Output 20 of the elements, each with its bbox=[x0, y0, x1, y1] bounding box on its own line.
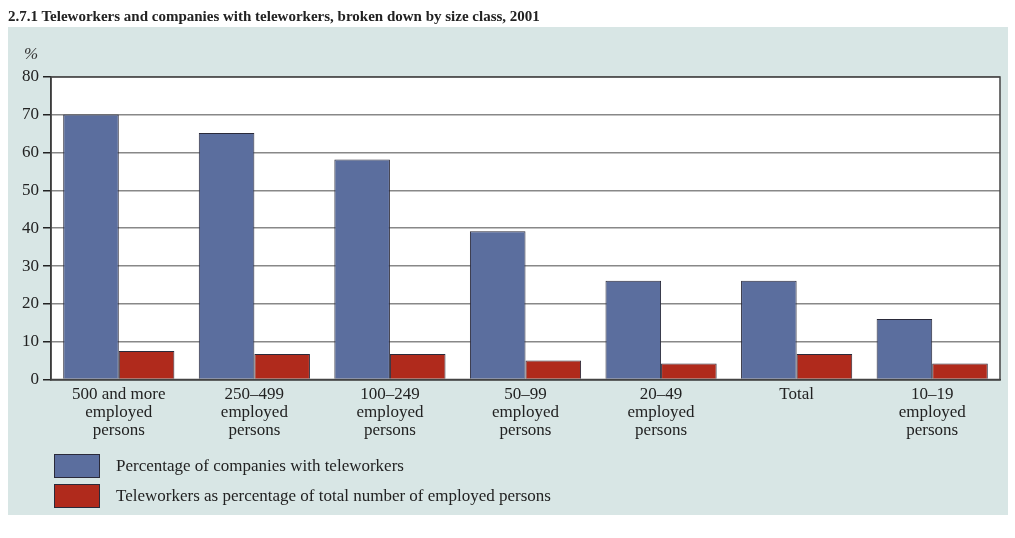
y-tick-label: 70 bbox=[22, 104, 39, 124]
x-tick-label: 250–499 employed persons bbox=[220, 383, 289, 439]
y-tick-label: 30 bbox=[22, 255, 39, 275]
x-tick-label: 50–99 employed persons bbox=[491, 383, 560, 439]
y-axis-title: % bbox=[23, 43, 39, 63]
y-tick-label: 40 bbox=[22, 217, 39, 237]
legend-label: Teleworkers as percentage of total number of employed persons bbox=[116, 486, 551, 506]
x-tick-label: 10–19 employed persons bbox=[898, 383, 967, 439]
chart-title: 2.7.1 Teleworkers and companies with teleworkers, broken down by size class, 2001 bbox=[8, 8, 541, 25]
x-tick-label: 500 and more employed persons bbox=[72, 383, 166, 439]
y-tick-label: 60 bbox=[22, 142, 39, 162]
legend-label: Percentage of companies with teleworkers bbox=[116, 456, 404, 476]
x-tick-label: 100–249 employed persons bbox=[356, 383, 424, 439]
y-tick-label: 0 bbox=[30, 368, 39, 388]
x-tick-label: 20–49 employed persons bbox=[627, 383, 696, 439]
x-tick-label: Total bbox=[779, 383, 815, 403]
y-tick-label: 20 bbox=[22, 293, 39, 313]
y-tick-label: 80 bbox=[22, 66, 39, 86]
y-tick-label: 50 bbox=[22, 179, 39, 199]
y-tick-label: 10 bbox=[22, 331, 39, 351]
